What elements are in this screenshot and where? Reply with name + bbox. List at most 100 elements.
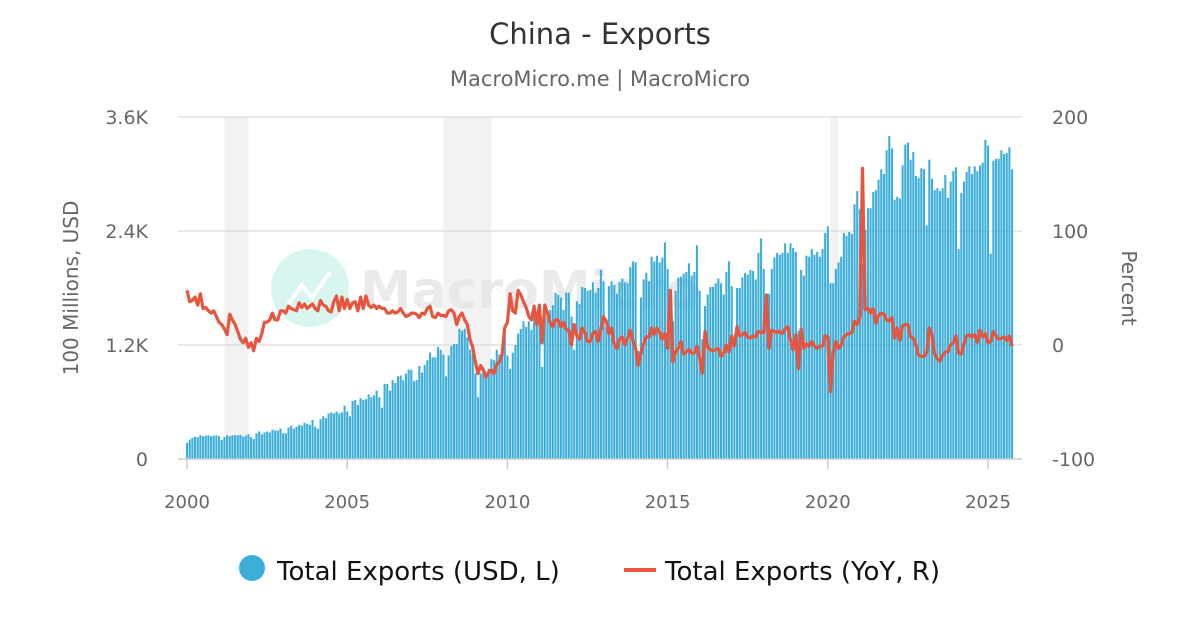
bar [904, 144, 907, 460]
bar [410, 369, 413, 459]
bar [754, 279, 757, 459]
bar [188, 439, 191, 459]
bar [946, 197, 950, 459]
bar [661, 257, 664, 459]
bar [770, 269, 773, 459]
bar [818, 256, 821, 459]
bar [557, 294, 560, 459]
bar [647, 281, 651, 459]
bar [906, 142, 909, 459]
bar [1005, 153, 1008, 459]
bar [372, 395, 375, 459]
bar [343, 405, 346, 459]
bar [717, 278, 720, 459]
bar [912, 152, 915, 459]
x-tick-label: 2025 [965, 492, 1011, 513]
bar [970, 174, 974, 459]
bar [244, 435, 247, 459]
bar [287, 427, 290, 459]
bar [525, 326, 528, 459]
bar [762, 269, 765, 459]
bar [674, 290, 677, 459]
bar [276, 430, 279, 459]
bar [784, 243, 787, 459]
bar [530, 329, 533, 459]
bar [364, 399, 367, 459]
bar [210, 436, 213, 459]
bar [279, 428, 282, 459]
bar [824, 232, 827, 459]
bar [615, 293, 618, 459]
bar [250, 437, 253, 459]
bar [629, 267, 632, 459]
bar [976, 171, 979, 459]
bar [850, 233, 853, 459]
bar [501, 350, 504, 459]
bar [431, 357, 434, 459]
bar [453, 344, 456, 459]
bar [954, 167, 958, 459]
bar [359, 398, 362, 459]
bar [805, 255, 808, 459]
bar [589, 289, 592, 459]
bar [338, 413, 341, 459]
bar [736, 288, 739, 459]
bar [837, 262, 840, 459]
bar [268, 432, 271, 459]
bar [202, 436, 205, 459]
legend-item-line[interactable]: Total Exports (YoY, R) [624, 557, 940, 587]
x-tick-label: 2005 [324, 492, 370, 513]
bar [362, 400, 365, 459]
bar [239, 434, 242, 459]
bar [418, 365, 421, 459]
legend-item-bars[interactable]: Total Exports (USD, L) [239, 555, 560, 587]
bar [426, 360, 429, 459]
bar [388, 390, 392, 459]
bar [933, 190, 936, 459]
bar [765, 295, 768, 459]
bar [194, 436, 197, 459]
bar [327, 413, 330, 459]
bar [591, 282, 594, 459]
bar [1000, 150, 1003, 459]
bar [311, 420, 314, 459]
bar [864, 230, 867, 459]
bar [952, 171, 955, 459]
bar [236, 435, 239, 459]
bar [506, 355, 509, 459]
bar [434, 357, 437, 459]
bar [626, 283, 629, 459]
bar [231, 435, 234, 459]
bar [212, 435, 215, 459]
bar [845, 235, 848, 459]
bar [853, 204, 856, 459]
bar [498, 354, 501, 459]
bar [698, 290, 701, 459]
bar [599, 269, 602, 459]
y-axis-left: 0 1.2K 2.4K 3.6K [105, 107, 148, 471]
bar [226, 435, 229, 459]
y-left-tick-label: 3.6K [105, 107, 148, 129]
bar [786, 252, 789, 459]
x-tick-label: 2000 [164, 492, 210, 513]
bar [944, 174, 947, 459]
bar [295, 426, 298, 459]
x-tick-label: 2010 [484, 492, 530, 513]
bar [1003, 154, 1006, 460]
bar [252, 439, 255, 459]
bar [930, 178, 934, 459]
bar [255, 433, 258, 459]
bar [645, 272, 648, 459]
bar [463, 328, 466, 459]
bar [455, 344, 458, 459]
bar [778, 254, 781, 459]
bar [207, 435, 210, 459]
chart-title: China - Exports [489, 17, 711, 51]
bar [701, 339, 704, 459]
bar [242, 436, 245, 459]
bar [722, 294, 725, 459]
bar [987, 145, 990, 459]
bar [995, 158, 998, 460]
bar [450, 345, 453, 459]
